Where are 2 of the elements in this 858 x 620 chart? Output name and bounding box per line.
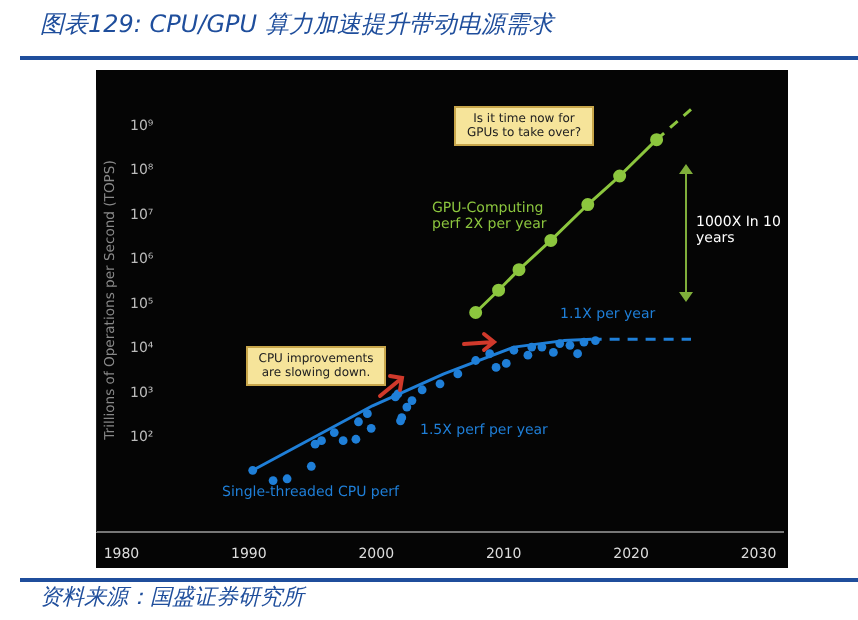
chart-title: 图表129: CPU/GPU 算力加速提升带动电源需求 bbox=[40, 8, 553, 42]
text: 资料来源：国盛证券研究所 bbox=[40, 584, 309, 611]
